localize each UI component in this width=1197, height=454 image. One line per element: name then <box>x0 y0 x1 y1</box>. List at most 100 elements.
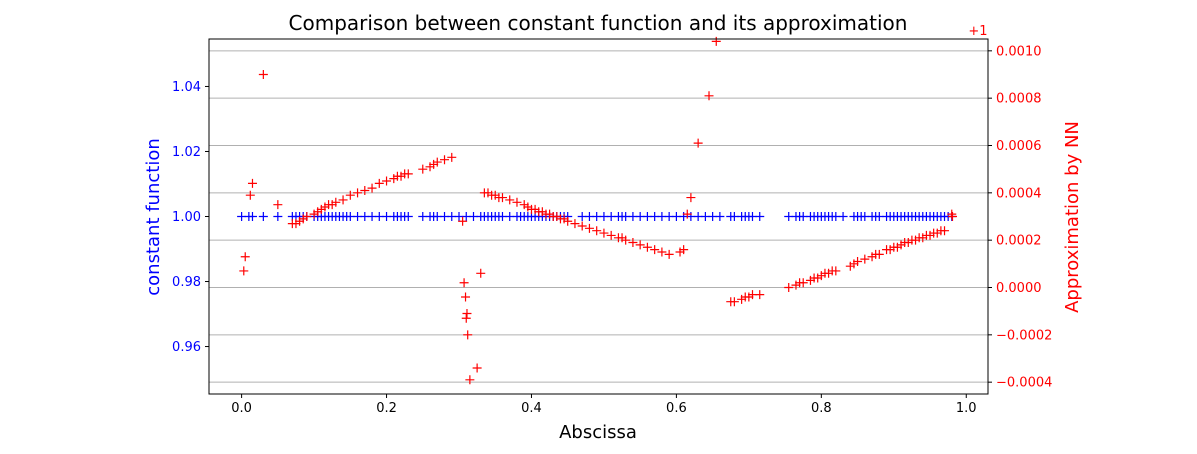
right-tick-label: 0.0002 <box>996 234 1042 249</box>
approximation-point <box>240 252 250 262</box>
approximation-point <box>784 283 794 292</box>
constant-function-point <box>247 212 257 221</box>
approximation-point <box>947 209 957 219</box>
approximation-point <box>798 278 808 288</box>
series-approximation <box>239 36 957 385</box>
approximation-point <box>592 226 602 236</box>
x-axis-ticks: 0.0 0.2 0.4 0.6 0.8 1.0 <box>231 394 977 416</box>
x-tick-label: 0.2 <box>376 401 397 416</box>
approximation-point <box>577 221 587 231</box>
approximation-point <box>892 242 902 252</box>
approximation-point <box>461 313 471 323</box>
approximation-point <box>313 207 323 217</box>
approximation-point <box>816 271 826 281</box>
approximation-point <box>245 190 255 200</box>
x-tick-label: 0.0 <box>231 401 252 416</box>
approximation-point <box>570 219 580 229</box>
approximation-point <box>247 178 257 188</box>
approximation-point <box>584 223 594 233</box>
approximation-point <box>845 261 855 271</box>
left-tick-label: 1.00 <box>172 210 201 225</box>
approximation-point <box>947 212 957 221</box>
x-tick-label: 0.6 <box>666 401 687 416</box>
approximation-point <box>320 202 330 212</box>
approximation-point <box>860 254 870 264</box>
approximation-point <box>675 247 685 257</box>
approximation-point <box>403 169 413 179</box>
approximation-point <box>563 216 573 226</box>
approximation-point <box>682 209 692 219</box>
approximation-point <box>505 195 515 205</box>
approximation-point <box>483 188 493 198</box>
approximation-point <box>465 375 475 385</box>
approximation-point <box>461 292 471 302</box>
approximation-point <box>490 190 500 200</box>
approximation-point <box>599 228 609 238</box>
right-tick-label: 0.0004 <box>996 186 1042 201</box>
left-tick-label: 0.96 <box>172 340 201 355</box>
approximation-point <box>382 176 392 186</box>
approximation-point <box>545 209 555 219</box>
approximation-point <box>650 245 660 255</box>
approximation-point <box>519 200 529 210</box>
approximation-point <box>686 193 696 203</box>
left-tick-label: 0.98 <box>172 275 201 290</box>
approximation-point <box>903 238 913 248</box>
approximation-point <box>911 235 921 245</box>
approximation-point <box>523 202 533 212</box>
approximation-point <box>559 214 569 224</box>
x-tick-label: 1.0 <box>956 401 977 416</box>
approximation-point <box>440 155 450 165</box>
approximation-point <box>711 36 721 46</box>
approximation-point <box>932 228 942 238</box>
approximation-point <box>606 230 616 240</box>
approximation-point <box>316 204 326 214</box>
approximation-point <box>849 259 859 269</box>
approximation-point <box>258 70 268 79</box>
approximation-point <box>295 216 305 226</box>
approximation-point <box>418 164 428 174</box>
approximation-point <box>302 212 312 221</box>
approximation-point <box>791 280 801 290</box>
approximation-point <box>885 245 895 255</box>
approximation-point <box>729 297 739 307</box>
approximation-point <box>425 162 435 172</box>
constant-function-point <box>258 212 268 221</box>
approximation-point <box>621 235 631 245</box>
approximation-point <box>679 245 689 255</box>
x-axis-label: Abscissa <box>559 422 637 443</box>
approximation-point <box>628 238 638 248</box>
x-tick-label: 0.4 <box>521 401 542 416</box>
right-tick-label: −0.0004 <box>996 376 1052 391</box>
approximation-point <box>831 266 841 276</box>
approximation-point <box>530 204 540 214</box>
approximation-point <box>327 200 337 210</box>
approximation-point <box>309 209 319 219</box>
approximation-point <box>657 247 667 257</box>
approximation-point <box>458 216 468 226</box>
approximation-point <box>617 233 627 243</box>
approximation-point <box>353 188 363 198</box>
approximation-point <box>367 183 377 193</box>
x-tick-label: 0.8 <box>811 401 832 416</box>
approximation-point <box>537 207 547 217</box>
approximation-point <box>918 233 928 243</box>
approximation-point <box>429 159 439 169</box>
grid-layer <box>209 50 988 383</box>
constant-function-point <box>838 212 848 221</box>
approximation-point <box>874 249 884 259</box>
approximation-point <box>813 273 823 283</box>
approximation-point <box>925 230 935 240</box>
constant-function-point <box>403 212 413 221</box>
approximation-point <box>463 330 473 340</box>
approximation-point <box>744 292 754 302</box>
approximation-point <box>374 178 384 188</box>
left-tick-label: 1.02 <box>172 145 201 160</box>
approximation-point <box>462 309 472 319</box>
approximation-point <box>704 91 714 101</box>
approximation-point <box>298 214 308 224</box>
constant-function-point <box>273 212 283 221</box>
approximation-point <box>552 212 562 221</box>
